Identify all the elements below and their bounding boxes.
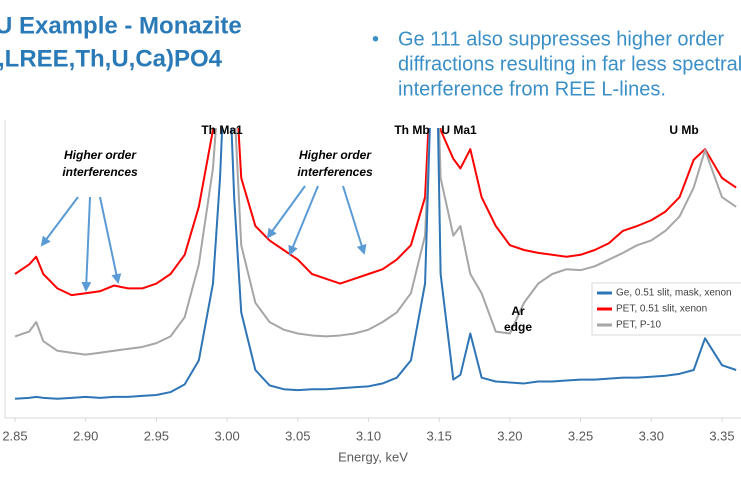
arrow [99,196,122,284]
arrow [266,185,306,239]
legend-label: Ge, 0.51 slit, mask, xenon [616,288,732,299]
peak-label: U Ma1 [441,123,477,137]
x-tick-label: 3.35 [709,428,734,443]
x-tick-label: 3.10 [356,428,381,443]
legend: Ge, 0.51 slit, mask, xenon PET, 0.51 slit… [591,282,741,336]
x-tick-label: 3.20 [497,428,522,443]
legend-label: PET, P-10 [616,320,661,331]
x-tick-label: 3.25 [568,428,593,443]
x-axis-label: Energy, keV [338,449,408,464]
arrow [288,185,319,256]
bullet-dot: • [372,28,379,50]
peak-label: Th Ma1 [201,123,243,137]
series-line [14,128,737,297]
bullet-text: interference from REE L-lines. [398,78,666,100]
series-line [14,128,737,356]
slide-title: U Example - Monazite [0,12,242,39]
x-tick-label: 2.95 [144,428,169,443]
x-tick-label: 3.15 [427,428,452,443]
x-tick-label: 3.00 [214,428,239,443]
bullet-text: Ge 111 also suppresses higher order [398,28,724,50]
arrow [40,196,79,247]
annotation: interferences [62,165,138,179]
annotation: edge [504,320,532,334]
x-tick-label: 3.05 [285,428,310,443]
bullet-text: diffractions resulting in far less spect… [398,53,741,75]
series-line [14,128,737,400]
arrow [81,196,92,292]
plot-area [14,128,737,400]
annotation: Higher order [299,148,372,162]
x-tick-label: 2.90 [73,428,98,443]
annotation: interferences [297,165,373,179]
slide-title: ,LREE,Th,U,Ca)PO4 [0,45,223,72]
x-tick-label: 3.30 [639,428,664,443]
arrow [342,185,367,255]
legend-label: PET, 0.51 slit, xenon [616,304,707,315]
peak-label: U Mb [669,123,698,137]
peak-label: Th Mb [394,123,429,137]
annotation: Higher order [64,148,137,162]
x-tick-label: 2.85 [2,428,27,443]
annotation: Ar [511,304,525,318]
